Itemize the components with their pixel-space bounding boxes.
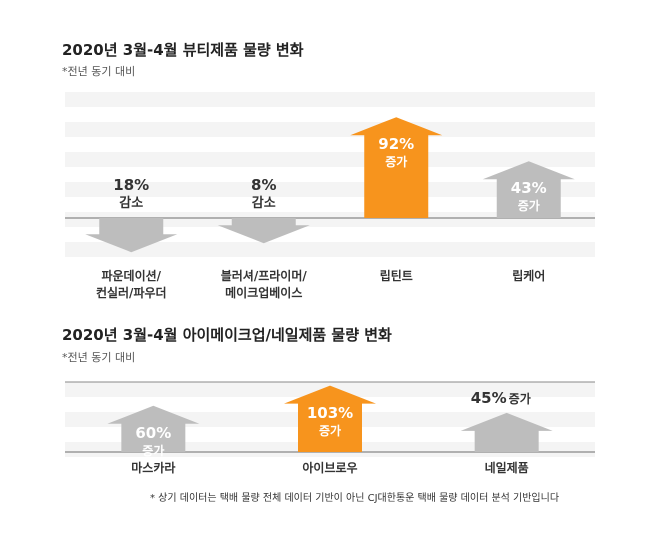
arrow	[284, 385, 376, 452]
band	[65, 242, 595, 257]
category-label: 립케어	[512, 269, 546, 283]
arrow	[107, 405, 200, 452]
chart-subtitle: *전년 동기 대비	[62, 65, 136, 78]
footnote: * 상기 데이터는 택배 물량 전체 데이터 기반이 아닌 CJ대한통운 택배 …	[150, 493, 560, 504]
arrow	[217, 218, 310, 244]
chart-subtitle: *전년 동기 대비	[62, 351, 136, 364]
category-label: 블러셔/프라이머/ 메이크업베이스	[220, 269, 307, 300]
value-label: 8%	[251, 176, 277, 194]
change-label: 감소	[119, 196, 144, 211]
band	[65, 92, 595, 107]
chart-title: 2020년 3월-4월 아이메이크업/네일제품 물량 변화	[62, 326, 392, 344]
change-label: 증가	[385, 155, 408, 170]
band	[65, 122, 595, 137]
band	[65, 182, 595, 197]
band	[65, 152, 595, 167]
category-label: 립틴트	[379, 269, 413, 283]
category-label: 파운데이션/ 컨실러/파우더	[95, 269, 167, 300]
value-label: 92%	[378, 135, 415, 154]
band	[65, 212, 595, 227]
category-label: 마스카라	[131, 461, 176, 475]
change-label: 증가	[318, 423, 342, 438]
value-label: 60%	[135, 423, 172, 442]
arrow	[460, 412, 553, 452]
value-label: 103%	[306, 403, 354, 422]
category-label: 네일제품	[484, 461, 529, 475]
change-label: 증가	[142, 443, 165, 458]
change-label: 감소	[251, 196, 276, 211]
arrow	[350, 117, 443, 218]
category-label: 아이브로우	[302, 461, 358, 475]
arrow	[482, 161, 575, 218]
value-label: 45%	[470, 388, 507, 407]
change-label: 증가	[508, 391, 531, 406]
change-label: 증가	[517, 199, 540, 214]
arrow	[85, 218, 178, 253]
chart-title: 2020년 3월-4월 뷰티제품 물량 변화	[62, 41, 304, 59]
value-label: 43%	[510, 179, 547, 198]
value-label: 18%	[113, 176, 150, 194]
